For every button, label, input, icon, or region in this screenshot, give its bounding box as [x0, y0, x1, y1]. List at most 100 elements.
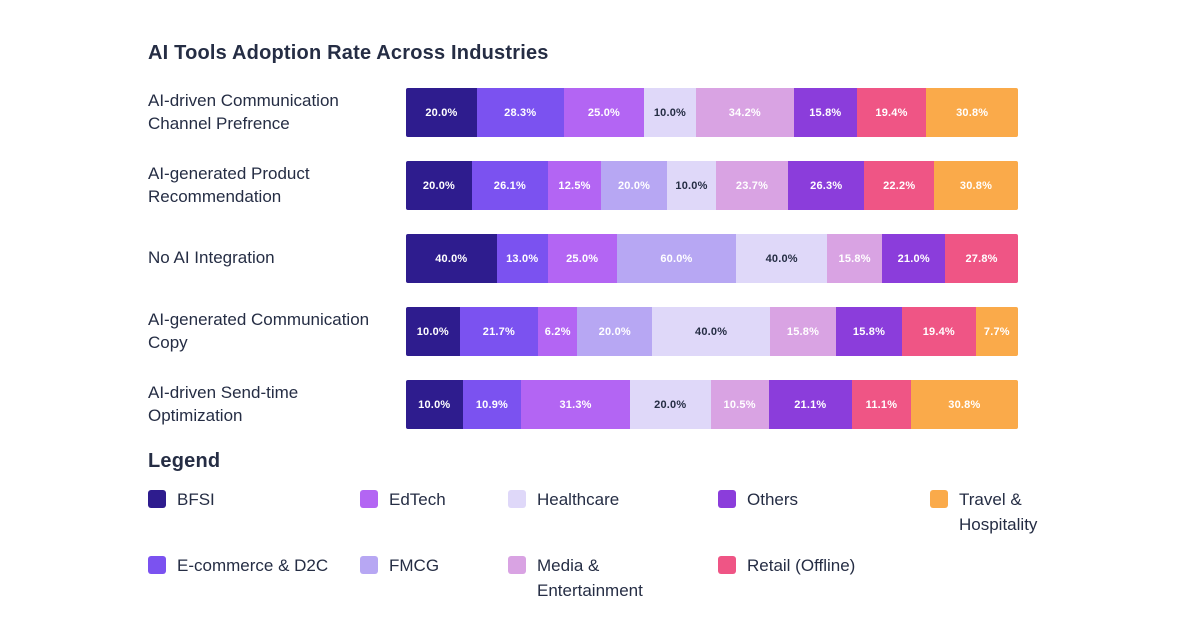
page-title: AI Tools Adoption Rate Across Industries	[148, 42, 549, 64]
category-label: AI-driven Send-time Optimization	[148, 383, 299, 425]
bar-segment-retail-offline: 27.8%	[945, 234, 1018, 283]
segment-value: 15.8%	[838, 252, 871, 265]
bar-segment-e-commerce-d2c: 26.1%	[471, 161, 548, 210]
segment-value: 7.7%	[983, 325, 1010, 338]
bar-segment-bfsi: 10.0%	[406, 380, 463, 429]
segment-value: 30.8%	[959, 179, 993, 192]
segment-value: 40.0%	[435, 252, 468, 265]
segment-value: 12.5%	[558, 179, 591, 192]
legend-item-healthcare: Healthcare	[508, 487, 718, 537]
legend-swatch-others	[718, 490, 736, 508]
segment-value: 20.0%	[654, 398, 687, 411]
legend-swatch-e-commerce-d2c	[148, 556, 166, 575]
bar-segment-bfsi: 40.0%	[406, 234, 497, 283]
segment-value: 20.0%	[617, 179, 651, 192]
legend-item-fmcg: FMCG	[360, 553, 508, 603]
legend-swatch-edtech	[360, 490, 378, 508]
bar-segment-media-entertainment: 15.8%	[770, 307, 836, 356]
bar-segment-edtech: 12.5%	[547, 161, 602, 210]
segment-value: 19.4%	[922, 325, 955, 338]
bar-segment-healthcare: 10.0%	[644, 88, 696, 137]
legend-item-travel-hospitality: Travel & Hospitality	[930, 487, 1061, 537]
bar-segment-edtech: 31.3%	[521, 380, 630, 429]
bar-segment-retail-offline: 19.4%	[901, 307, 976, 356]
segment-value: 40.0%	[695, 325, 728, 338]
bar-segment-healthcare: 40.0%	[652, 307, 770, 356]
segment-value: 15.8%	[809, 106, 842, 119]
bar-segment-media-entertainment: 23.7%	[715, 161, 789, 210]
chart-row: No AI Integration 40.0% 13.0% 25.0% 60.0% 40.…	[148, 234, 1018, 283]
category-label: No AI Integration	[148, 248, 275, 268]
legend-label: Others	[747, 490, 799, 509]
bar-segment-fmcg: 20.0%	[577, 307, 653, 356]
bar-segment-healthcare: 40.0%	[736, 234, 827, 283]
segment-value: 26.3%	[810, 179, 843, 192]
bar-segment-edtech: 6.2%	[538, 307, 578, 356]
legend-item-retail-offline: Retail (Offline)	[718, 553, 930, 603]
segment-value: 25.0%	[587, 106, 621, 119]
bar-segment-others: 15.8%	[793, 88, 857, 137]
chart-row: AI-driven Send-time Optimization 10.0% 10.…	[148, 380, 1018, 429]
segment-value: 23.7%	[735, 179, 769, 192]
segment-value: 13.0%	[506, 252, 539, 265]
bar-segment-e-commerce-d2c: 21.7%	[459, 307, 539, 356]
bar-segment-e-commerce-d2c: 28.3%	[476, 88, 564, 137]
segment-value: 19.4%	[875, 106, 908, 119]
bar-segment-fmcg: 60.0%	[616, 234, 737, 283]
segment-value: 20.0%	[422, 179, 456, 192]
bar-segment-edtech: 25.0%	[547, 234, 617, 283]
segment-value: 10.0%	[675, 179, 708, 192]
segment-value: 15.8%	[786, 325, 820, 338]
stacked-bar: 20.0% 26.1% 12.5% 20.0% 10.0% 23.7% 26.3% 22.2%…	[406, 161, 1018, 210]
bar-segment-edtech: 25.0%	[563, 88, 645, 137]
bar-segment-bfsi: 20.0%	[406, 88, 477, 137]
segment-value: 10.9%	[475, 398, 509, 411]
bar-segment-retail-offline: 19.4%	[856, 88, 927, 137]
legend-label: Travel & Hospitality	[959, 490, 1038, 535]
legend-label: E-commerce & D2C	[177, 556, 329, 576]
segment-value: 10.0%	[418, 398, 451, 411]
segment-value: 25.0%	[566, 252, 599, 265]
bar-segment-e-commerce-d2c: 10.9%	[462, 380, 522, 429]
stacked-bar: 10.0% 21.7% 6.2% 20.0% 40.0% 15.8% 15.8% 19.4% 7…	[406, 307, 1018, 356]
category-label: AI-generated Communication Copy	[148, 310, 370, 352]
legend-title: Legend	[148, 450, 221, 472]
segment-value: 21.1%	[794, 398, 827, 411]
bar-segment-others: 21.0%	[882, 234, 946, 283]
bar-segment-others: 21.1%	[768, 380, 853, 429]
legend-item-e-commerce-d2c: E-commerce & D2C	[148, 553, 360, 603]
bar-segment-retail-offline: 11.1%	[852, 380, 911, 429]
segment-value: 11.1%	[865, 398, 898, 411]
stacked-bar: 20.0% 28.3% 25.0% 10.0% 34.2% 15.8% 19.4% 30.8%	[406, 88, 1018, 137]
bar-segment-travel-hospitality: 30.8%	[933, 161, 1018, 210]
segment-value: 10.5%	[723, 398, 756, 411]
legend-label: Media & Entertainment	[537, 556, 643, 601]
bar-segment-healthcare: 20.0%	[629, 380, 711, 429]
segment-value: 21.7%	[482, 325, 515, 338]
segment-value: 20.0%	[598, 325, 631, 338]
legend-item-others: Others	[718, 487, 930, 537]
legend-item-edtech: EdTech	[360, 487, 508, 537]
legend: BFSI EdTech Healthcare Others Travel & Hospi…	[148, 487, 1037, 604]
bar-segment-bfsi: 20.0%	[406, 161, 472, 210]
legend-swatch-fmcg	[360, 556, 378, 575]
segment-value: 21.0%	[897, 252, 930, 265]
segment-value: 26.1%	[493, 179, 526, 192]
chart-row: AI-generated Communication Copy 10.0% 21.7…	[148, 307, 1018, 356]
bar-segment-travel-hospitality: 30.8%	[926, 88, 1018, 137]
bar-segment-travel-hospitality: 30.8%	[910, 380, 1018, 429]
segment-value: 10.0%	[653, 106, 687, 119]
legend-label: Retail (Offline)	[747, 556, 856, 576]
legend-item-bfsi: BFSI	[148, 487, 360, 537]
segment-value: 40.0%	[765, 252, 798, 265]
legend-label: EdTech	[389, 490, 446, 509]
bar-segment-retail-offline: 22.2%	[864, 161, 934, 210]
segment-value: 30.8%	[956, 106, 989, 119]
category-label: AI-driven Communication Channel Prefrenc…	[148, 91, 339, 133]
legend-swatch-retail-offline	[718, 556, 736, 575]
bar-segment-e-commerce-d2c: 13.0%	[496, 234, 548, 283]
segment-value: 20.0%	[425, 106, 458, 119]
bar-segment-media-entertainment: 15.8%	[827, 234, 883, 283]
chart-row: AI-driven Communication Channel Prefrenc…	[148, 88, 1018, 137]
